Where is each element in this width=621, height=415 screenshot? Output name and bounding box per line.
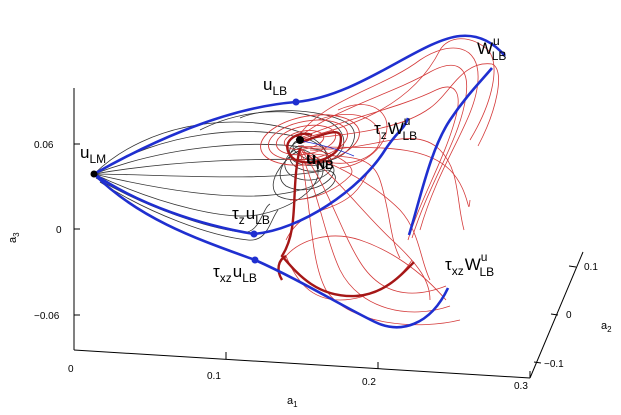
y-tick-0.1 — [568, 265, 577, 268]
heteroclinic-mid — [93, 117, 410, 236]
y-tick-label: 0.1 — [584, 262, 598, 273]
ticks — [73, 143, 577, 378]
tz-u-lb-marker — [250, 230, 258, 238]
black-orbit — [93, 149, 335, 191]
y-tick-label: −0.1 — [544, 359, 564, 370]
red-orbit — [295, 64, 468, 239]
y-tick-label: 0 — [566, 310, 572, 321]
x-axis-label: a1 — [287, 395, 298, 409]
w-lb-label: Wu LB — [477, 34, 506, 63]
z-tick-label: 0 — [56, 225, 62, 236]
txz-u-lb-label: τxzuLB — [213, 262, 257, 285]
txz-u-lb-marker — [251, 256, 259, 264]
red-spiral — [260, 114, 360, 166]
red-bold-orbit — [277, 254, 287, 281]
red-bold-orbit — [280, 147, 415, 298]
tick-labels: 0.06 0 −0.06 0 0.1 0.2 0.3 0.1 0 −0.1 — [34, 140, 598, 392]
u-lm-marker — [90, 170, 98, 178]
red-orbit — [299, 149, 451, 313]
red-orbit — [297, 145, 471, 207]
red-orbit — [317, 113, 381, 164]
red-bold-orbit — [286, 131, 343, 164]
markers — [90, 98, 304, 264]
red-orbit — [295, 63, 499, 147]
txz-w-label: τxzWu LB — [445, 250, 494, 279]
tz-u-lb-label: τzuLB — [232, 204, 270, 227]
z-tick-label: −0.06 — [34, 311, 60, 322]
y-tick-0 — [550, 313, 559, 316]
heteroclinic-lower — [93, 173, 450, 329]
red-orbit — [337, 104, 388, 169]
annotations: uLM uLB uNB τzWu LB Wu LB τzuLB τxzuLB τxz… — [80, 34, 506, 285]
heteroclinic-right — [407, 67, 493, 236]
tz-w-label: τzWu LB — [374, 114, 417, 143]
u-nb-label: uNB — [306, 149, 334, 172]
black-orbit — [99, 181, 279, 241]
red-orbit — [299, 149, 461, 326]
x-tick-label: 0.3 — [514, 381, 528, 392]
z-tick-label: 0.06 — [34, 140, 54, 151]
red-orbit — [299, 147, 447, 294]
black-orbit — [93, 149, 336, 201]
x-tick-label: 0 — [68, 364, 74, 375]
red-spiral-ring — [268, 119, 348, 161]
x-tick-label: 0.2 — [362, 377, 376, 388]
z-axis-label: a3 — [7, 232, 21, 243]
axis-labels: a1 a3 a2 — [7, 232, 612, 409]
u-nb-marker — [296, 136, 304, 144]
black-orbit — [93, 151, 319, 217]
red-orbit — [295, 86, 459, 241]
u-lb-marker — [292, 98, 300, 106]
red-orbit — [301, 151, 431, 281]
red-orbit — [295, 38, 495, 141]
red-spiral-ring — [283, 130, 325, 150]
y-axis-label: a2 — [601, 320, 612, 334]
red-bold-trajectories — [277, 131, 415, 298]
red-orbit — [299, 147, 431, 301]
red-orbit — [297, 138, 465, 231]
red-orbit — [285, 171, 369, 241]
red-spiral-ring — [260, 114, 360, 166]
u-lb-label: uLB — [263, 75, 287, 98]
black-trajectories — [93, 110, 355, 241]
red-orbit — [295, 47, 479, 231]
black-orbit — [239, 110, 355, 162]
black-orbit — [93, 149, 324, 197]
x-axis-line — [73, 349, 531, 379]
red-orbit — [285, 235, 447, 301]
u-lm-label: uLM — [80, 143, 106, 166]
blue-heteroclinic — [93, 34, 506, 329]
x-tick-label: 0.1 — [207, 371, 221, 382]
red-spiral-ring — [275, 124, 337, 156]
heteroclinic-upper — [93, 34, 506, 176]
y-tick-minus-0.1 — [533, 361, 542, 364]
